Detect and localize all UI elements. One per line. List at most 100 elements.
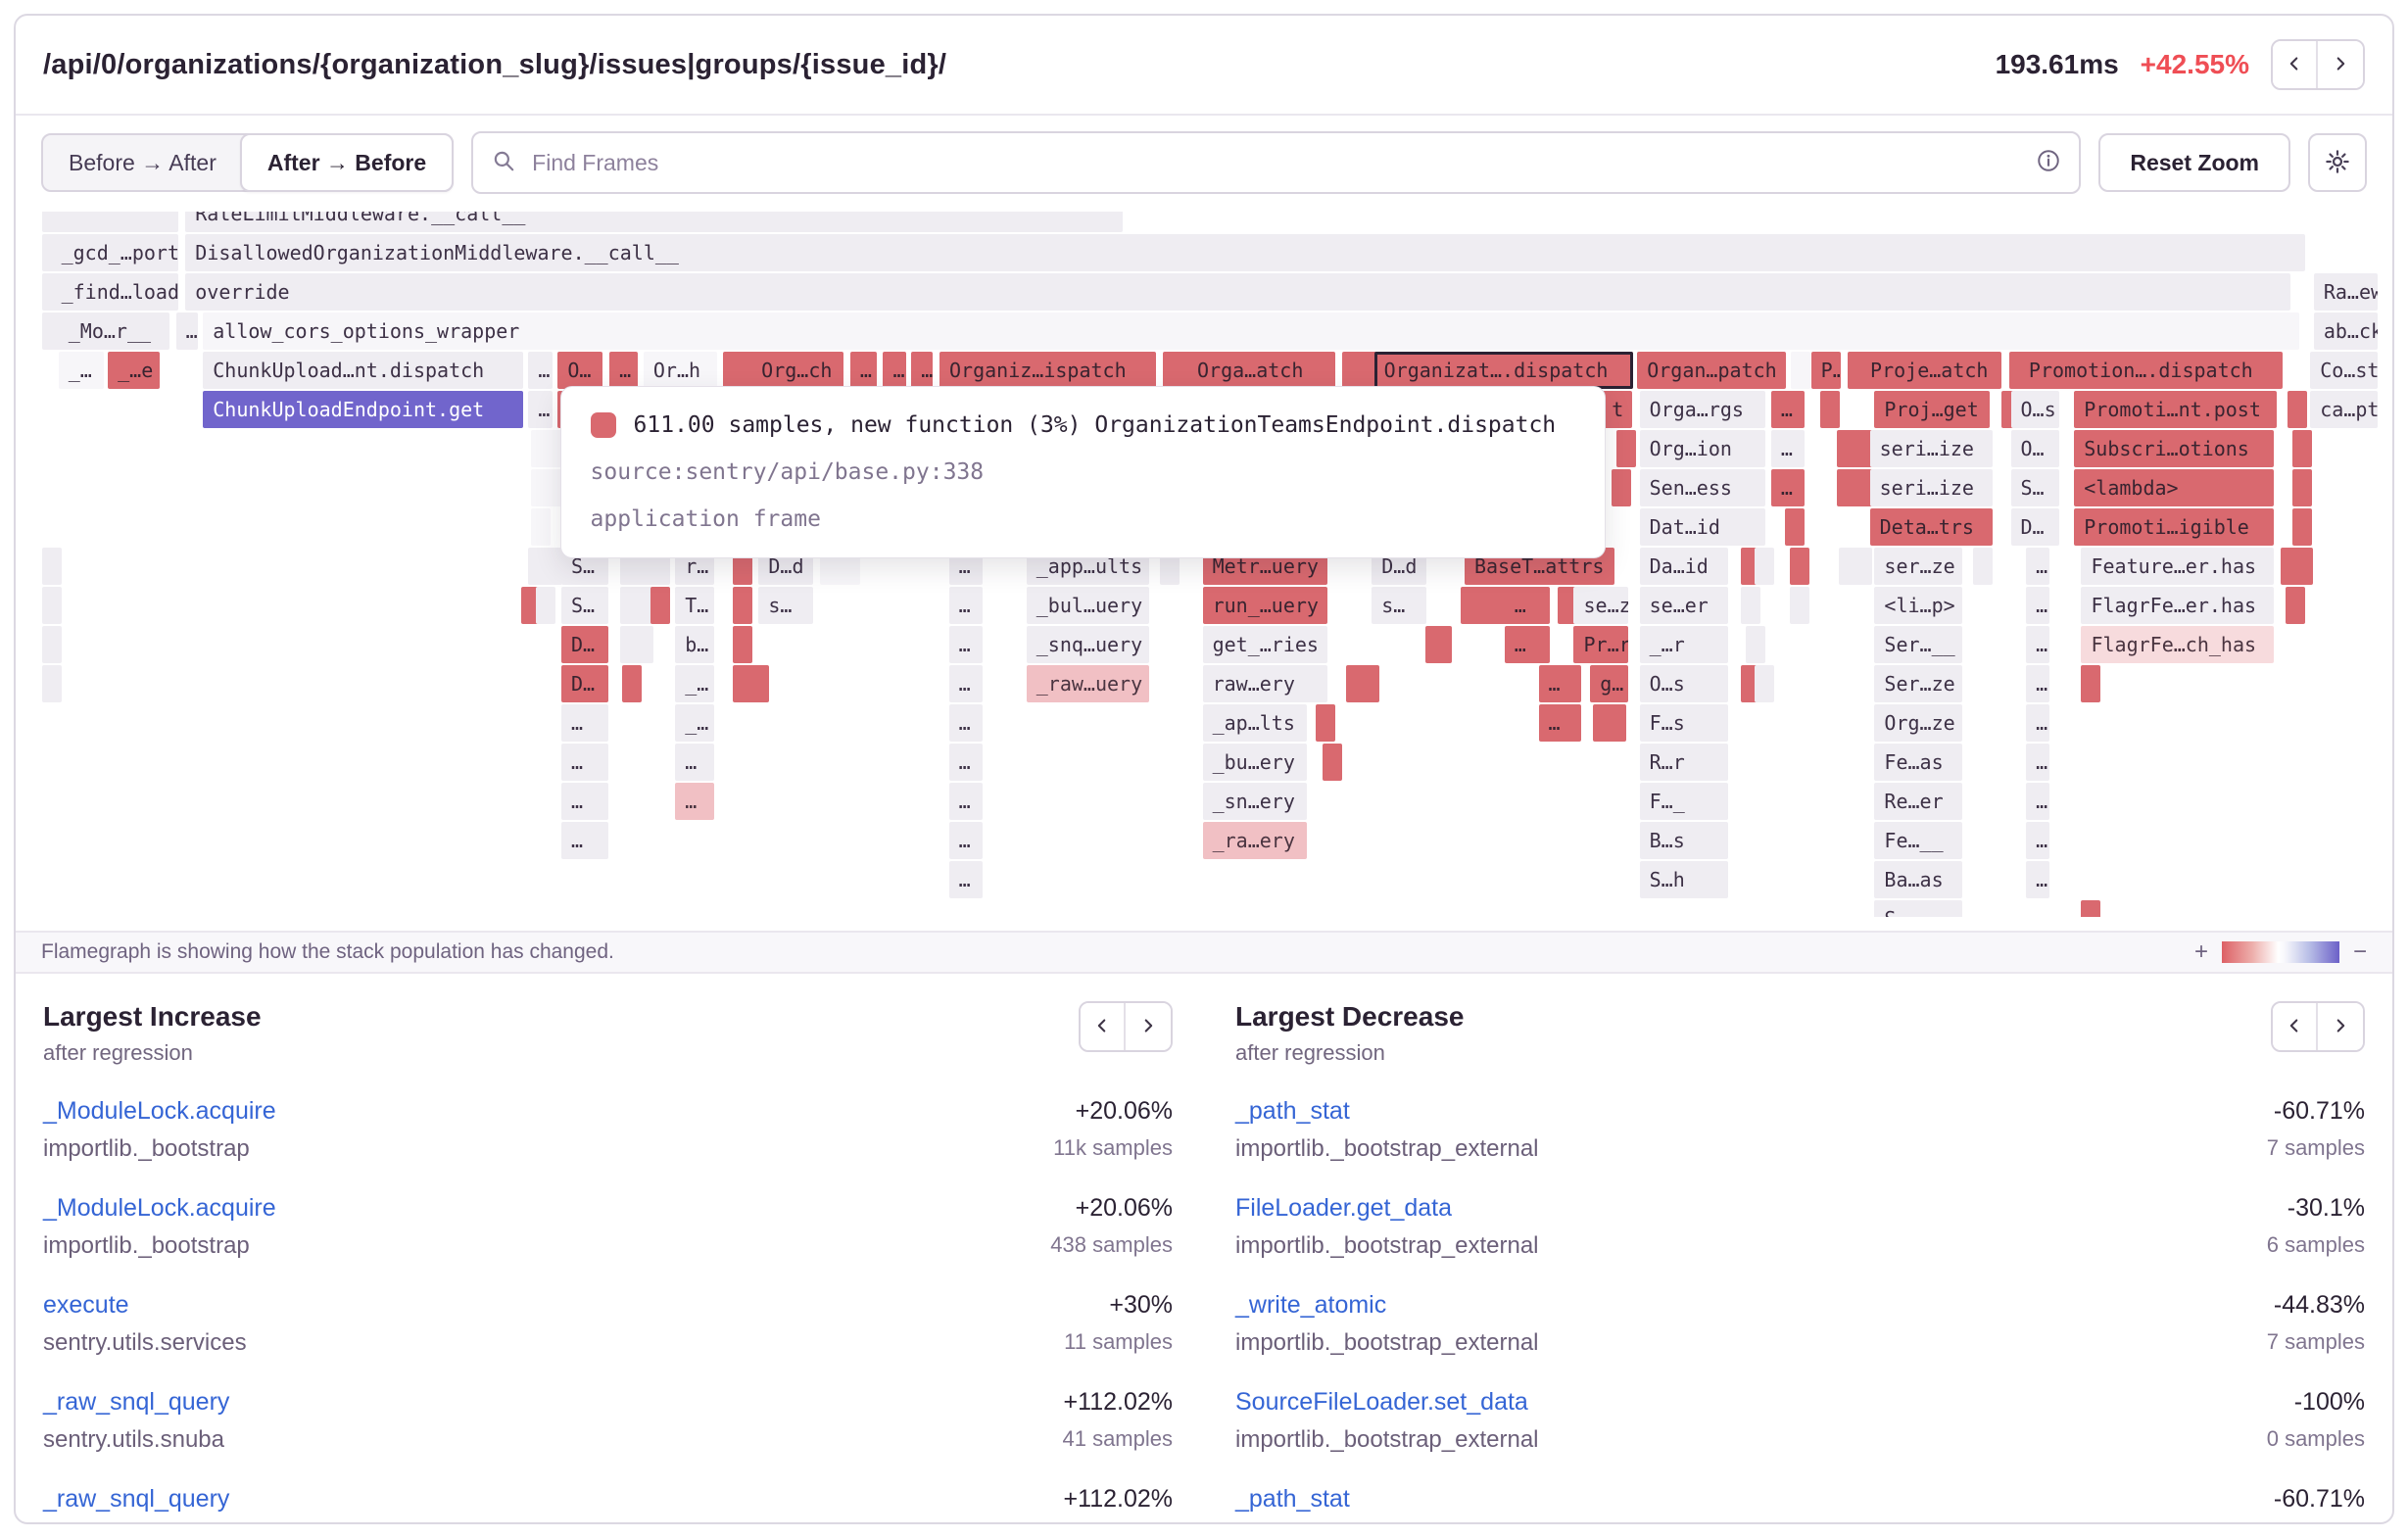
flame-frame[interactable]: … [948,704,983,742]
function-link[interactable]: _write_atomic [1235,1291,1387,1319]
flame-frame[interactable] [1360,665,1380,702]
flame-frame[interactable]: … [883,352,906,389]
flame-frame[interactable]: B…s [1639,822,1728,859]
flame-frame[interactable]: s… [758,587,813,624]
next-regression-button[interactable] [2318,41,2363,88]
flame-frame[interactable]: D… [560,626,609,663]
flame-frame[interactable]: … [1770,391,1805,428]
flame-frame[interactable] [733,587,752,624]
flame-frame[interactable] [2293,548,2314,585]
flame-frame[interactable]: O…s [1639,665,1728,702]
flame-frame[interactable]: _bu…ery [1202,744,1307,781]
flame-frame[interactable]: … [948,665,983,702]
flame-frame[interactable]: ab…ck [2313,312,2378,350]
function-link[interactable]: _ModuleLock.acquire [43,1194,276,1222]
flame-frame[interactable]: ser…ze [1874,548,1962,585]
flame-frame[interactable]: _… [675,665,715,702]
decrease-prev-button[interactable] [2273,1003,2318,1050]
flame-frame[interactable]: … [2026,822,2050,859]
flame-frame[interactable] [634,587,654,624]
flame-frame[interactable]: … [2026,744,2050,781]
flame-frame[interactable] [736,352,756,389]
flame-frame[interactable]: Ser…ze [1874,665,1962,702]
flame-frame[interactable]: ca…pt [2310,391,2378,428]
flame-frame[interactable]: … [528,391,553,428]
flame-frame[interactable]: _… [675,704,715,742]
flame-frame[interactable] [1611,469,1631,506]
flame-frame[interactable]: s… [1372,587,1426,624]
flame-frame[interactable]: … [849,352,877,389]
flame-frame[interactable]: se…er [1639,587,1728,624]
endpoint-path-title[interactable]: /api/0/organizations/{organization_slug}… [43,48,947,80]
function-link[interactable]: _raw_snql_query [43,1485,230,1513]
flame-frame[interactable] [545,430,565,467]
flame-frame[interactable] [2286,587,2306,624]
flame-frame[interactable]: Org…ion [1639,430,1766,467]
flame-frame[interactable]: … [560,744,609,781]
flame-frame[interactable] [1790,587,1810,624]
flame-frame[interactable]: O…s [2010,391,2060,428]
flame-frame[interactable]: S…h [1639,861,1728,898]
function-link[interactable]: _path_stat [1235,1485,1350,1513]
flame-frame[interactable]: … [2026,548,2050,585]
flame-frame[interactable]: _raw…uery [1026,665,1149,702]
flame-frame[interactable] [1322,744,1342,781]
flame-frame[interactable]: … [2026,861,2050,898]
flame-frame[interactable] [2081,900,2101,917]
flame-frame[interactable]: _Mo…r__ [58,312,169,350]
flame-frame[interactable]: Ra…ew [2313,273,2378,311]
flame-frame[interactable]: _…e [108,352,161,389]
before-after-toggle[interactable]: Before → After [43,135,242,190]
flame-frame[interactable] [1973,548,1994,585]
flame-frame[interactable]: _bul…uery [1026,587,1149,624]
flame-frame[interactable]: … [1538,704,1582,742]
flame-frame[interactable]: … [528,352,553,389]
flame-frame[interactable]: … [948,822,983,859]
flame-frame[interactable]: g… [1590,665,1629,702]
function-link[interactable]: _ModuleLock.acquire [43,1097,276,1125]
flame-frame[interactable]: S… [2010,469,2060,506]
flame-frame[interactable]: D… [2010,508,2060,546]
flame-frame[interactable]: P… [1810,352,1842,389]
flame-frame[interactable]: _ap…lts [1202,704,1307,742]
function-link[interactable]: _path_stat [1235,1097,1350,1125]
flame-frame[interactable]: Fe…as [1874,744,1962,781]
flame-frame[interactable]: … [2026,665,2050,702]
flame-frame[interactable]: … [948,783,983,820]
flame-frame[interactable] [1557,587,1577,624]
flame-frame[interactable]: Feature…er.has [2081,548,2275,585]
flame-frame[interactable]: R…r [1639,744,1728,781]
flame-frame[interactable] [542,548,562,585]
flame-frame[interactable]: FlagrFe…er.has [2081,587,2275,624]
flame-frame[interactable]: … [1504,587,1550,624]
flame-frame[interactable] [748,665,769,702]
flame-frame[interactable]: <lambda> [2074,469,2275,506]
flame-frame[interactable]: Da…id [1639,548,1728,585]
flame-frame[interactable]: get_…ries [1202,626,1328,663]
flame-frame[interactable] [530,508,551,546]
flame-frame[interactable] [622,665,643,702]
flame-frame[interactable]: Co…st [2310,352,2378,389]
flame-frame[interactable]: … [2026,704,2050,742]
flame-frame-highlighted[interactable]: Organizat….dispatch [1373,352,1633,389]
flame-frame[interactable]: b… [675,626,715,663]
flame-frame[interactable] [2292,469,2313,506]
flame-frame[interactable]: Organ…patch [1637,352,1786,389]
flame-frame[interactable] [650,587,671,624]
flame-frame[interactable]: _…r [1639,626,1728,663]
flame-frame[interactable] [41,312,62,350]
flame-frame[interactable]: seri…ize [1869,469,1993,506]
flame-frame[interactable]: raw…ery [1202,665,1328,702]
flame-frame[interactable]: seri…ize [1869,430,1993,467]
flame-frame[interactable]: Re…er [1874,783,1962,820]
flame-frame[interactable] [1740,587,1760,624]
increase-next-button[interactable] [1126,1003,1171,1050]
flame-frame[interactable]: … [948,587,983,624]
flame-frame[interactable] [1853,469,1873,506]
flame-frame[interactable]: O… [2010,430,2060,467]
flame-frame[interactable]: … [1538,665,1582,702]
flame-frame[interactable]: T… [675,587,715,624]
flame-frame[interactable]: Promotion….dispatch [2018,352,2283,389]
flame-frame[interactable]: F…s [1639,704,1728,742]
flame-frame[interactable] [2292,430,2313,467]
